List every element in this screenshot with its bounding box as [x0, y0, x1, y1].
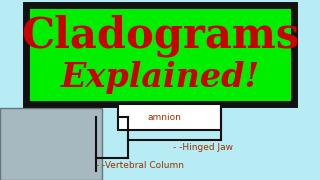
- Text: Explained!: Explained!: [60, 61, 260, 94]
- Text: amnion: amnion: [147, 112, 181, 122]
- Bar: [0, 108, 102, 180]
- Text: - -Vertebral Column: - -Vertebral Column: [96, 161, 184, 170]
- Text: Cladograms: Cladograms: [21, 15, 299, 57]
- FancyBboxPatch shape: [26, 5, 294, 104]
- Text: - -Hinged Jaw: - -Hinged Jaw: [173, 143, 233, 152]
- Bar: [118, 104, 221, 130]
